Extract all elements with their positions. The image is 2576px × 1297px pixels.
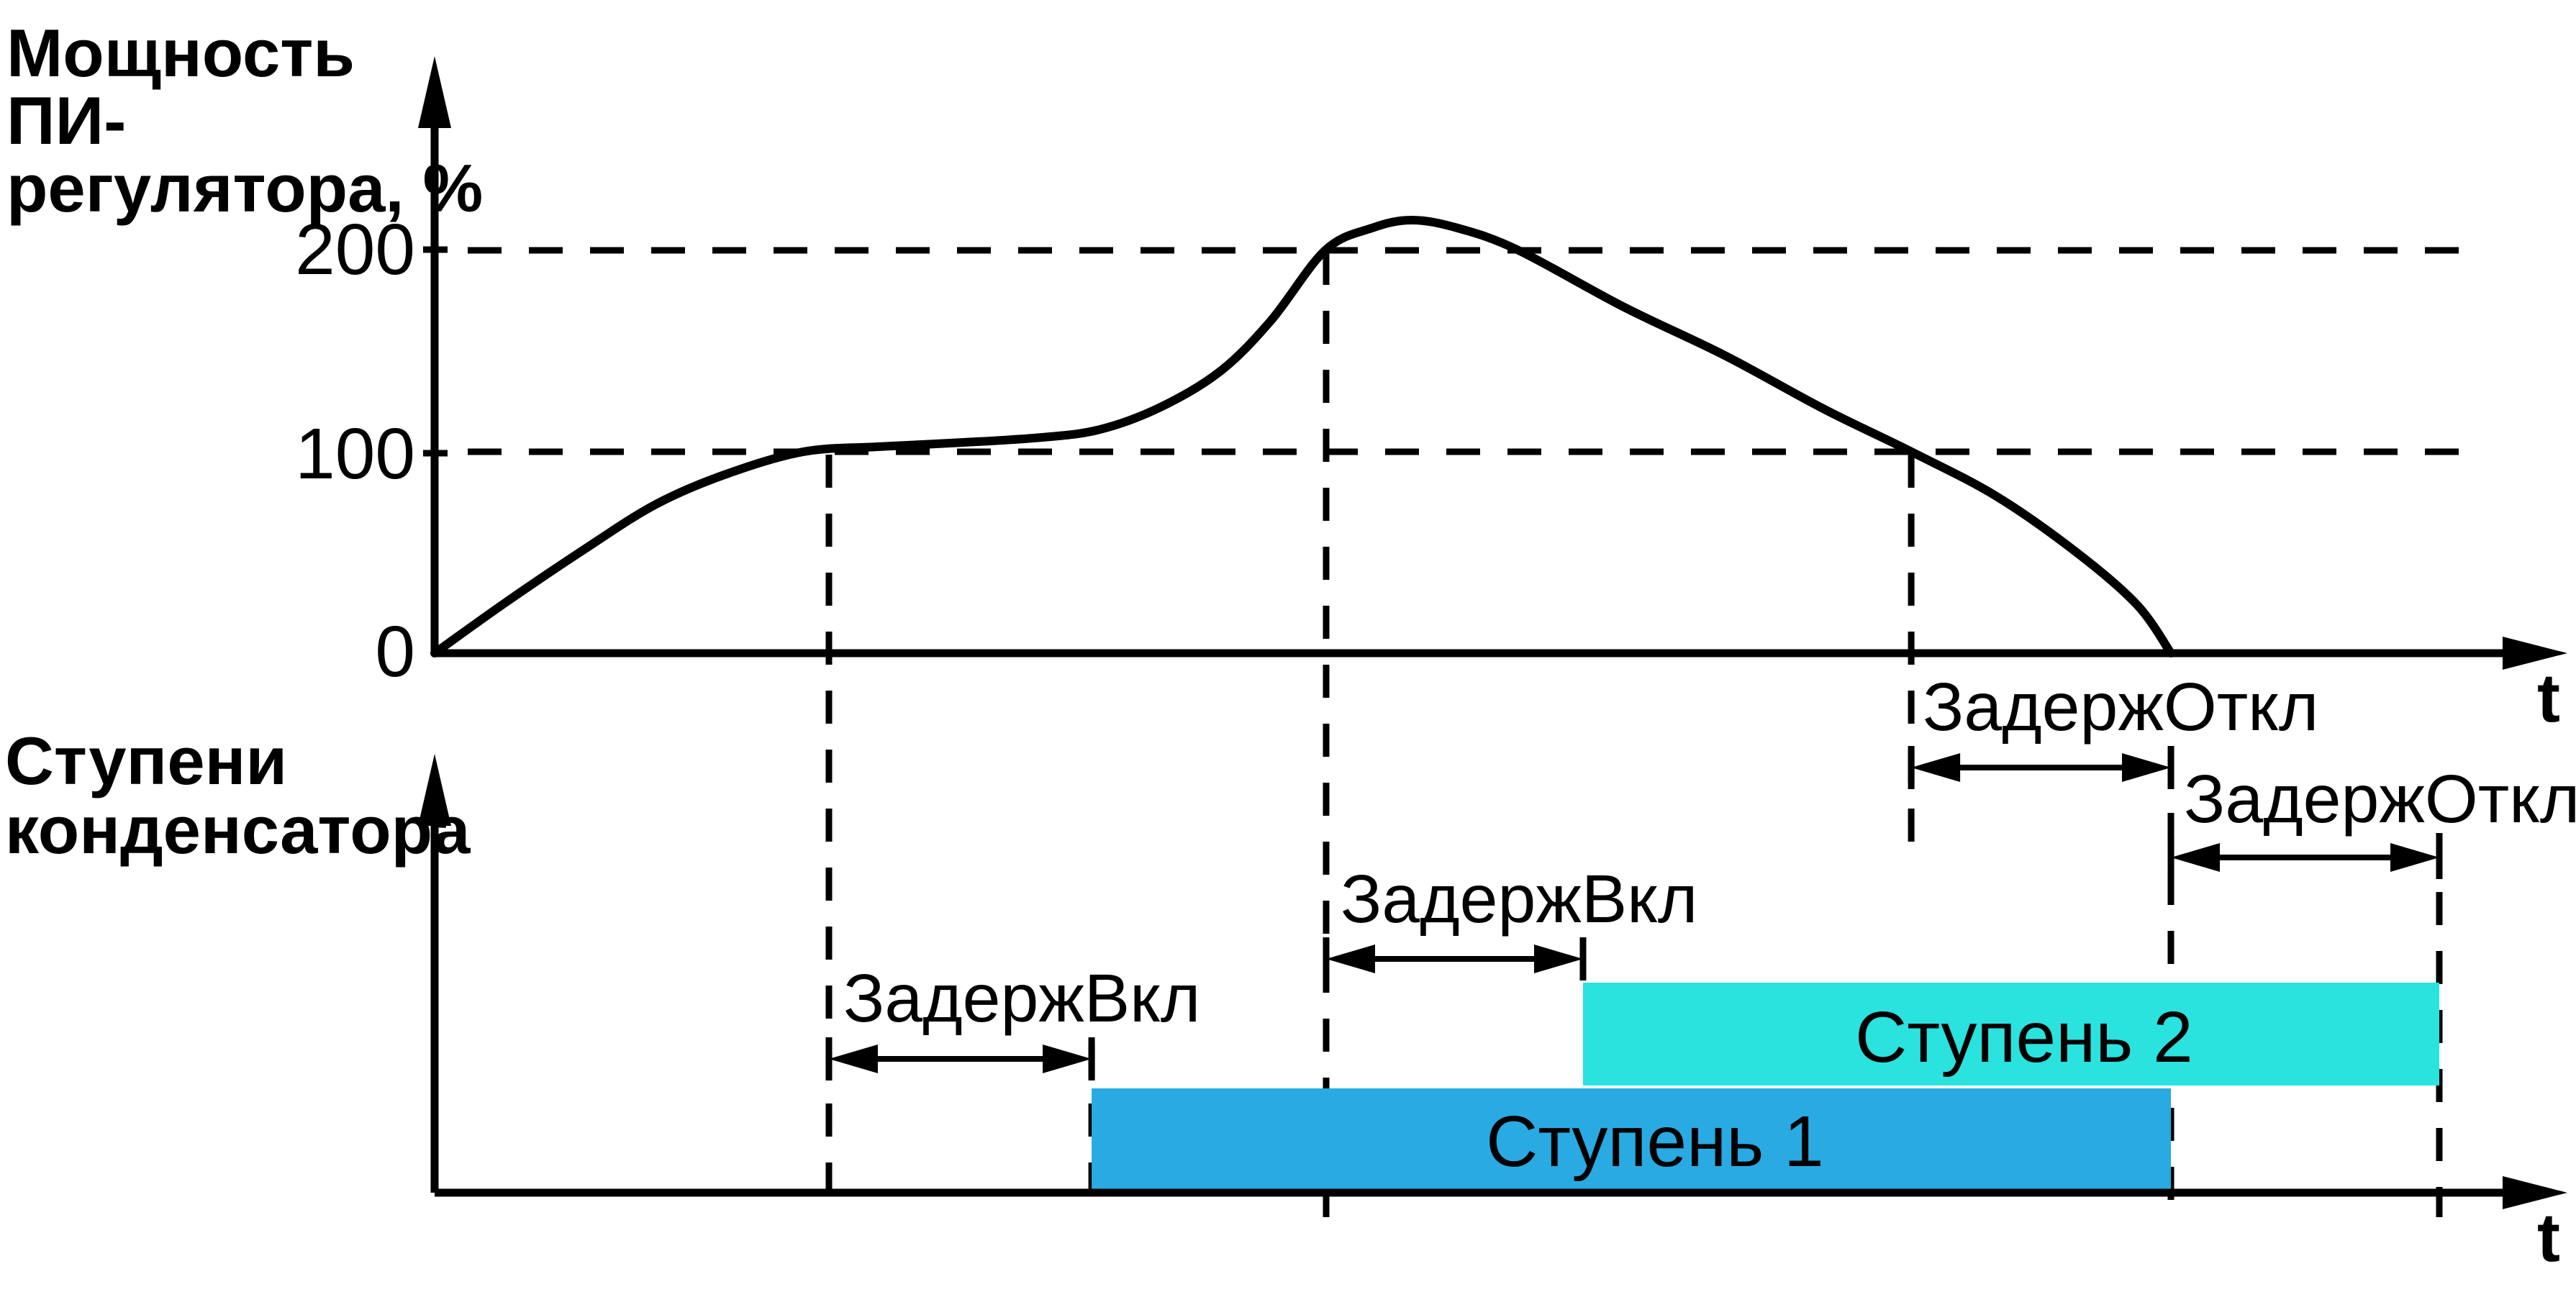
delay-off-label-2: ЗадержОткл bbox=[2184, 761, 2576, 837]
stage1-bar-label: Ступень 1 bbox=[1486, 1101, 1824, 1182]
stage-bars bbox=[1092, 983, 2439, 1193]
delay-arrows bbox=[825, 746, 2443, 1080]
top-chart: Мощность ПИ- регулятора, % 200 100 0 t bbox=[6, 15, 2567, 737]
delay-off-label-1: ЗадержОткл bbox=[1923, 669, 2318, 745]
delay-arrow-4 bbox=[2167, 836, 2443, 879]
delay-arrow-3 bbox=[1908, 746, 2174, 789]
stage1-bar bbox=[1092, 1088, 2172, 1193]
bottom-x-axis-arrowhead-icon bbox=[2503, 1176, 2567, 1209]
top-axis-title-line2: ПИ- bbox=[6, 83, 126, 158]
bottom-axis-title-line2: конденсатора bbox=[5, 792, 471, 868]
top-x-axis-label-t: t bbox=[2537, 660, 2560, 737]
dashed-gridlines bbox=[468, 247, 2479, 455]
delay-arrow-2 bbox=[1323, 937, 1587, 980]
ytick-label-100: 100 bbox=[295, 414, 415, 494]
top-axis-title-line3: регулятора, % bbox=[6, 150, 483, 226]
top-x-axis-arrowhead-icon bbox=[2503, 637, 2567, 670]
ytick-label-0: 0 bbox=[375, 611, 415, 692]
stage2-bar bbox=[1583, 983, 2439, 1086]
delay-on-label-1: ЗадержВкл bbox=[843, 960, 1200, 1037]
bottom-axis-title-line1: Ступени bbox=[5, 723, 287, 798]
ytick-label-200: 200 bbox=[295, 209, 415, 290]
delay-arrow-1 bbox=[825, 1037, 1095, 1080]
stage2-bar-label: Ступень 2 bbox=[1855, 997, 2193, 1078]
pi-regulator-power-curve bbox=[430, 215, 2175, 657]
delay-on-label-2: ЗадержВкл bbox=[1341, 861, 1697, 937]
bottom-y-axis-arrowhead-icon bbox=[418, 754, 451, 826]
top-y-axis-arrowhead-icon bbox=[418, 56, 451, 128]
bottom-x-axis-label-t: t bbox=[2537, 1199, 2560, 1276]
top-axis-title-line1: Мощность bbox=[6, 15, 355, 91]
annotation-labels: ЗадержВкл ЗадержВкл ЗадержОткл ЗадержОтк… bbox=[843, 669, 2576, 1037]
bottom-chart: Ступени конденсатора t Ступень 1 Ступень… bbox=[5, 723, 2567, 1276]
